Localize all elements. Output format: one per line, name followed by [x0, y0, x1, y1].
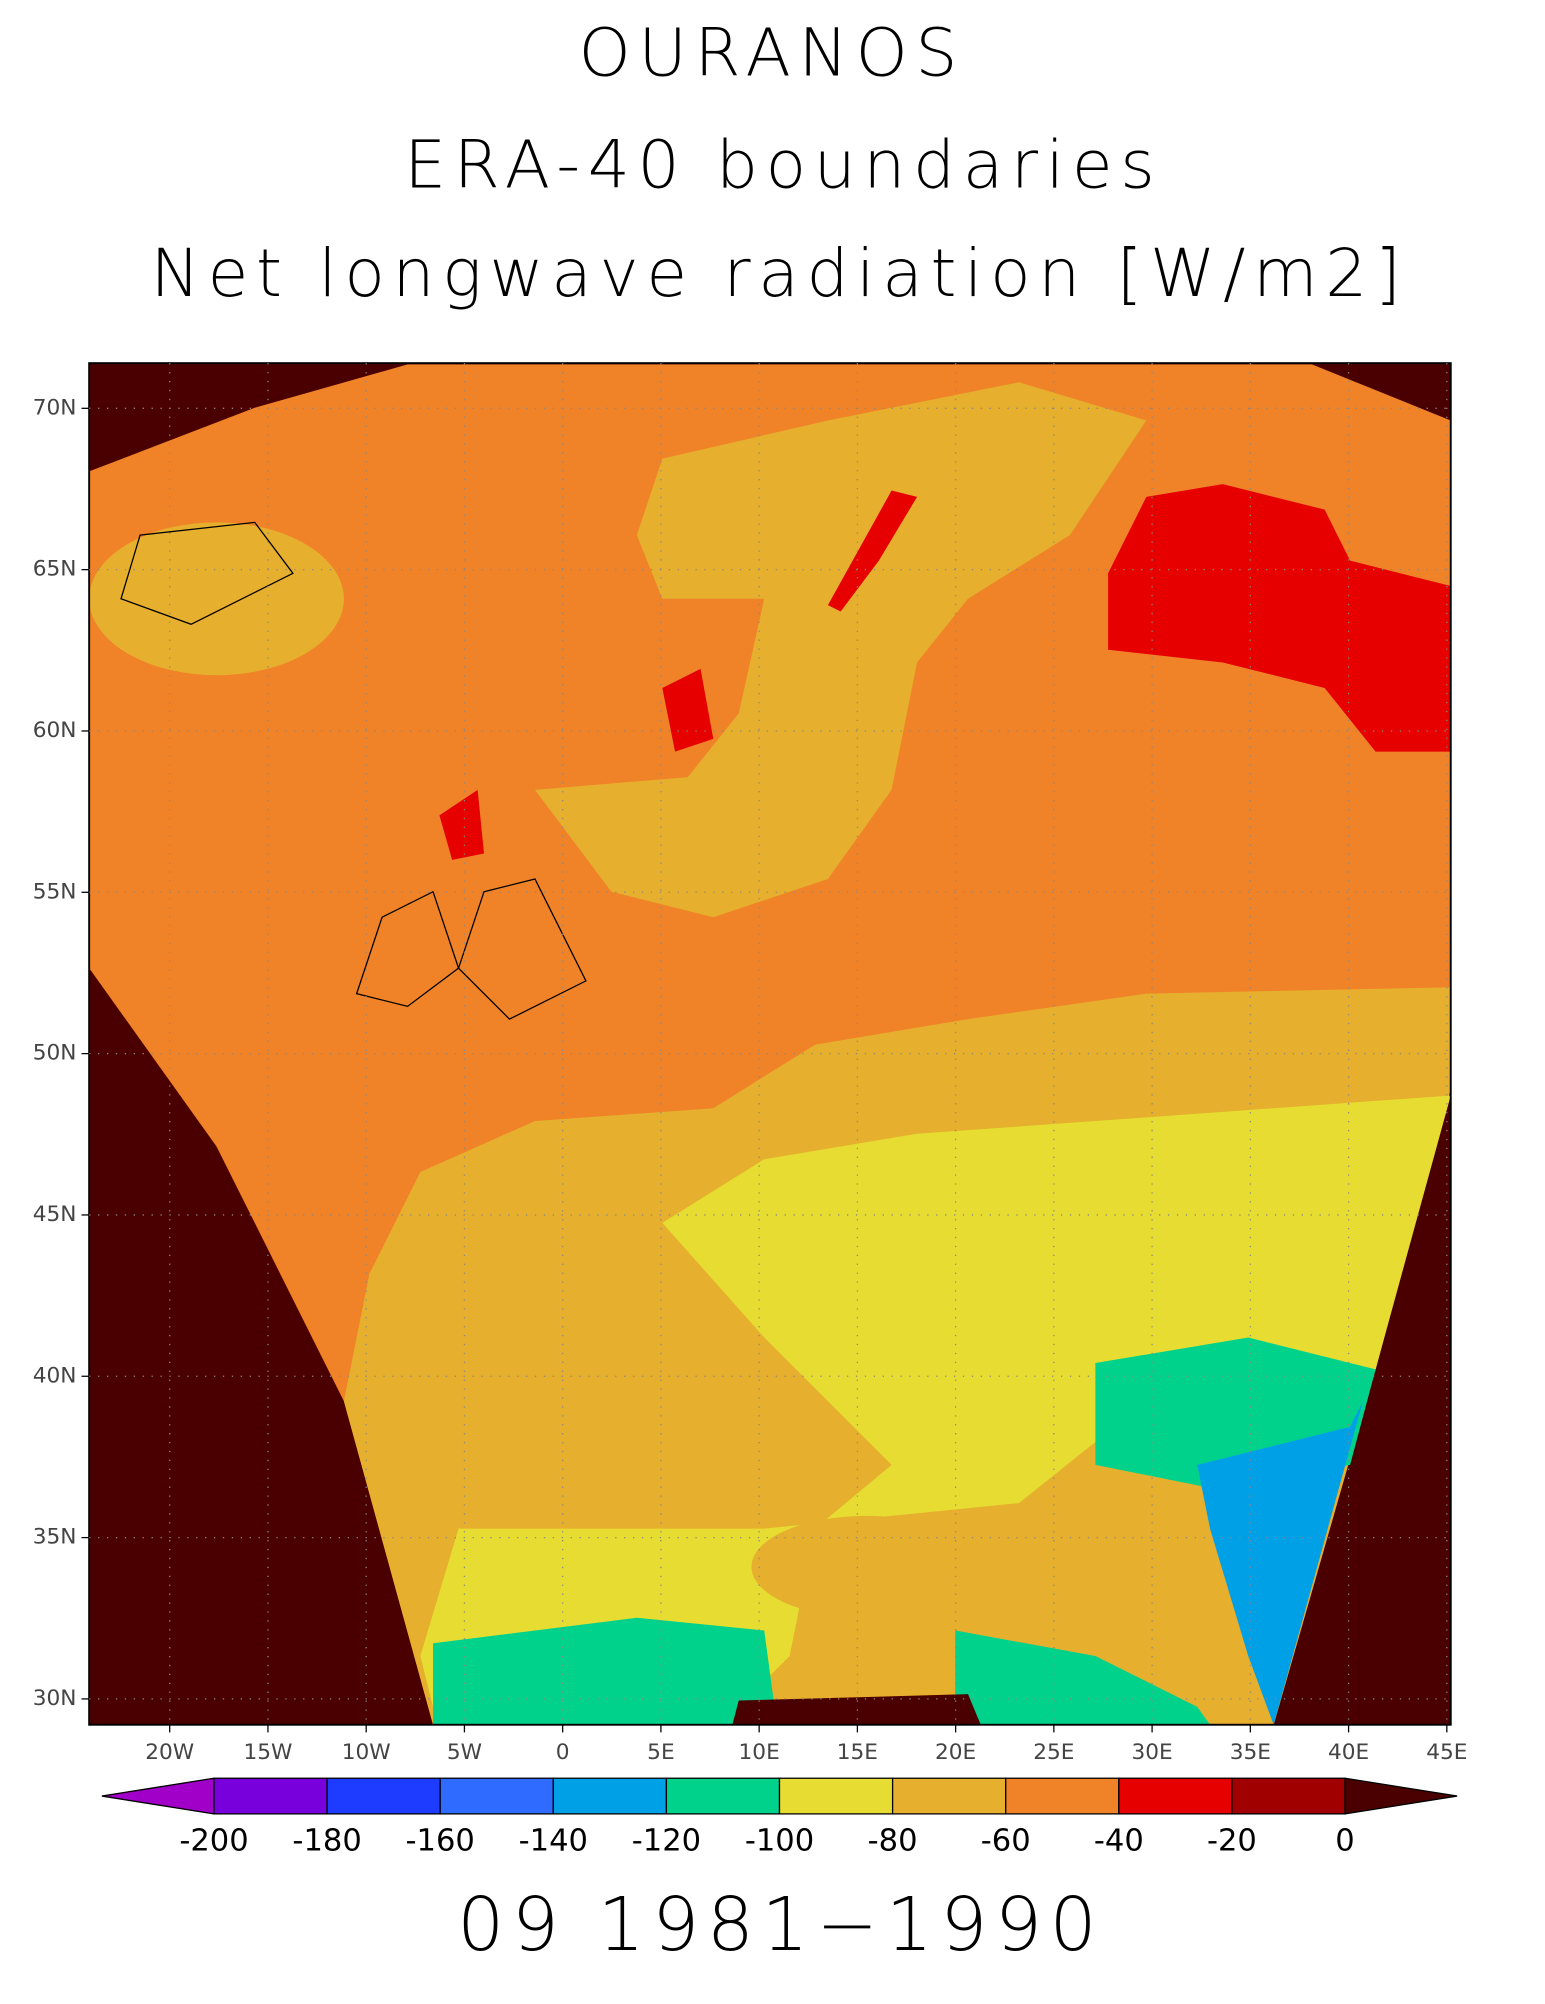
colorbar-segment — [213, 1777, 328, 1815]
colorbar-label: 0 — [1335, 1823, 1354, 1858]
colorbar-label: -80 — [868, 1823, 918, 1858]
lat-tick-label: 35N — [33, 1525, 77, 1550]
colorbar-label: -180 — [292, 1823, 361, 1858]
colorbar-segment — [326, 1777, 441, 1815]
colorbar-label: -40 — [1094, 1823, 1144, 1858]
colorbar-segment — [1231, 1777, 1346, 1815]
lat-tick-label: 70N — [33, 395, 77, 420]
map-field — [88, 362, 1452, 1726]
lat-tick-label: 30N — [33, 1686, 77, 1711]
title-line: ERA-40 boundaries — [404, 127, 1162, 204]
colorbar-segment — [778, 1777, 894, 1815]
colorbar-label: -60 — [981, 1823, 1031, 1858]
title-line: Net longwave radiation [W/m2] — [150, 235, 1408, 312]
colorbar-label: -140 — [519, 1823, 588, 1858]
lat-tick-label: 60N — [33, 718, 77, 743]
colorbar-segment — [891, 1777, 1007, 1815]
colorbar-label: -200 — [179, 1823, 248, 1858]
lon-tick-label: 5W — [447, 1740, 482, 1765]
colorbar-segment — [1005, 1777, 1120, 1815]
colorbar-segment — [439, 1777, 554, 1815]
lon-tick-label: 20W — [145, 1740, 194, 1765]
title-line: OURANOS — [579, 14, 965, 91]
lat-tick-label: 50N — [33, 1041, 77, 1066]
lon-tick-label: 5E — [647, 1740, 674, 1765]
colorbar-label: -120 — [632, 1823, 701, 1858]
footer: 09 1981−1990 — [457, 1882, 1104, 1968]
lon-tick-label: 25E — [1033, 1740, 1074, 1765]
colorbar-label: -20 — [1207, 1823, 1257, 1858]
lat-tick-label: 65N — [33, 557, 77, 582]
lon-tick-label: 10E — [739, 1740, 780, 1765]
colorbar-label: -100 — [745, 1823, 814, 1858]
lon-tick-label: 20E — [935, 1740, 976, 1765]
lon-tick-label: 30E — [1131, 1740, 1172, 1765]
lat-tick-label: 55N — [33, 879, 77, 904]
lon-tick-label: 15E — [837, 1740, 878, 1765]
colorbar-label: -160 — [406, 1823, 475, 1858]
colorbar-tip — [101, 1777, 215, 1815]
colorbar-segment — [1118, 1777, 1233, 1815]
colorbar-tip — [1344, 1777, 1458, 1815]
lat-tick-label: 40N — [33, 1363, 77, 1388]
lon-tick-label: 35E — [1230, 1740, 1271, 1765]
lon-tick-label: 15W — [243, 1740, 292, 1765]
colorbar-segment — [552, 1777, 668, 1815]
lon-tick-label: 45E — [1426, 1740, 1467, 1765]
lon-tick-label: 10W — [342, 1740, 391, 1765]
lat-tick-label: 45N — [33, 1202, 77, 1227]
lon-tick-label: 40E — [1328, 1740, 1369, 1765]
lon-tick-label: 0 — [556, 1740, 570, 1765]
colorbar-segment — [665, 1777, 781, 1815]
